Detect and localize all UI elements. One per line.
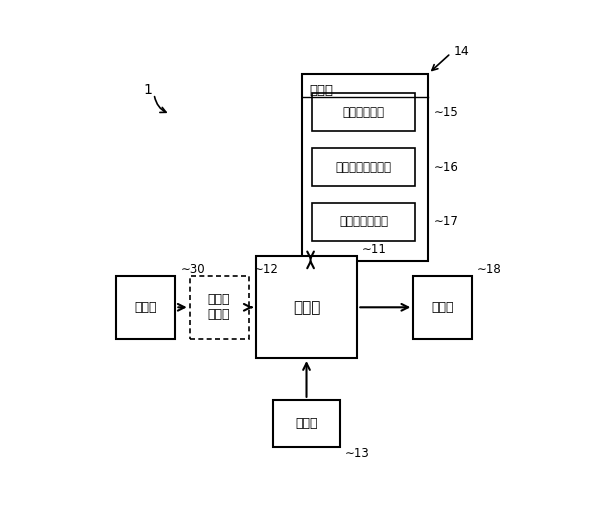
Text: ∼30: ∼30	[180, 263, 205, 276]
Text: 表示部: 表示部	[431, 301, 454, 314]
Text: 換算式記憶部: 換算式記憶部	[342, 106, 384, 119]
Text: ∼15: ∼15	[433, 106, 458, 119]
Text: ∼13: ∼13	[345, 447, 370, 460]
Text: 演算結果記憶部: 演算結果記憶部	[339, 215, 388, 229]
Text: 読取部: 読取部	[135, 301, 157, 314]
Bar	[311, 93, 415, 131]
Bar	[311, 148, 415, 186]
Bar	[256, 257, 358, 358]
Bar	[116, 276, 175, 339]
Bar	[413, 276, 472, 339]
Bar	[302, 73, 428, 260]
Text: 記憶部: 記憶部	[310, 83, 334, 97]
Text: 14: 14	[454, 45, 470, 59]
Text: ∼17: ∼17	[433, 215, 458, 229]
Bar	[311, 203, 415, 241]
Text: 操作部: 操作部	[295, 417, 318, 430]
Text: 制御部: 制御部	[293, 300, 320, 315]
Text: ∼16: ∼16	[433, 161, 458, 174]
Text: ∼18: ∼18	[477, 263, 502, 276]
Text: データ
入力部: データ 入力部	[208, 293, 230, 322]
Text: ∼11: ∼11	[362, 243, 387, 256]
Text: 1: 1	[144, 83, 152, 97]
Text: ∼12: ∼12	[253, 263, 278, 276]
Bar	[190, 276, 248, 339]
Text: 画像データ記憶部: 画像データ記憶部	[336, 161, 391, 174]
Bar	[273, 400, 340, 447]
